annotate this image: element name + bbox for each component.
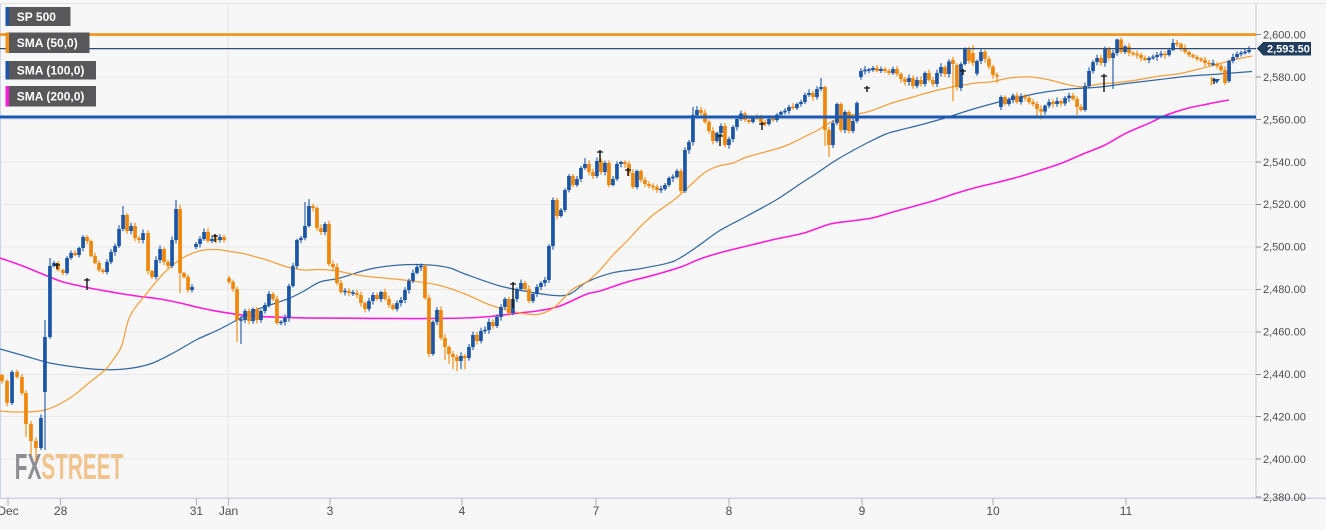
svg-text:FXSTREET: FXSTREET: [15, 447, 124, 487]
svg-text:8: 8: [726, 504, 733, 518]
svg-text:11: 11: [1120, 504, 1133, 518]
svg-text:2,440.00: 2,440.00: [1263, 369, 1306, 381]
svg-text:Jan: Jan: [219, 504, 238, 518]
svg-text:9: 9: [859, 504, 866, 518]
svg-text:3: 3: [327, 504, 334, 518]
svg-text:SMA (100,0): SMA (100,0): [17, 63, 85, 77]
svg-text:SP 500: SP 500: [17, 10, 56, 24]
svg-text:2,600.00: 2,600.00: [1263, 29, 1306, 41]
svg-text:4: 4: [459, 504, 466, 518]
svg-text:10: 10: [986, 504, 1000, 518]
svg-text:2,400.00: 2,400.00: [1263, 454, 1306, 466]
svg-text:2,380.00: 2,380.00: [1263, 492, 1306, 504]
svg-text:2,580.00: 2,580.00: [1263, 72, 1306, 84]
svg-text:SMA (200,0): SMA (200,0): [17, 90, 85, 104]
svg-text:2,540.00: 2,540.00: [1263, 157, 1306, 169]
svg-text:2,593.50: 2,593.50: [1267, 44, 1310, 56]
svg-text:7: 7: [593, 504, 600, 518]
svg-text:2,520.00: 2,520.00: [1263, 199, 1306, 211]
svg-text:2,480.00: 2,480.00: [1263, 284, 1306, 296]
svg-text:28: 28: [54, 504, 68, 518]
svg-text:2,500.00: 2,500.00: [1263, 242, 1306, 254]
svg-text:31: 31: [190, 504, 204, 518]
svg-text:SMA (50,0): SMA (50,0): [17, 36, 78, 50]
svg-text:Dec: Dec: [0, 504, 19, 518]
svg-text:2,560.00: 2,560.00: [1263, 114, 1306, 126]
svg-text:2,420.00: 2,420.00: [1263, 412, 1306, 424]
svg-text:2,460.00: 2,460.00: [1263, 327, 1306, 339]
